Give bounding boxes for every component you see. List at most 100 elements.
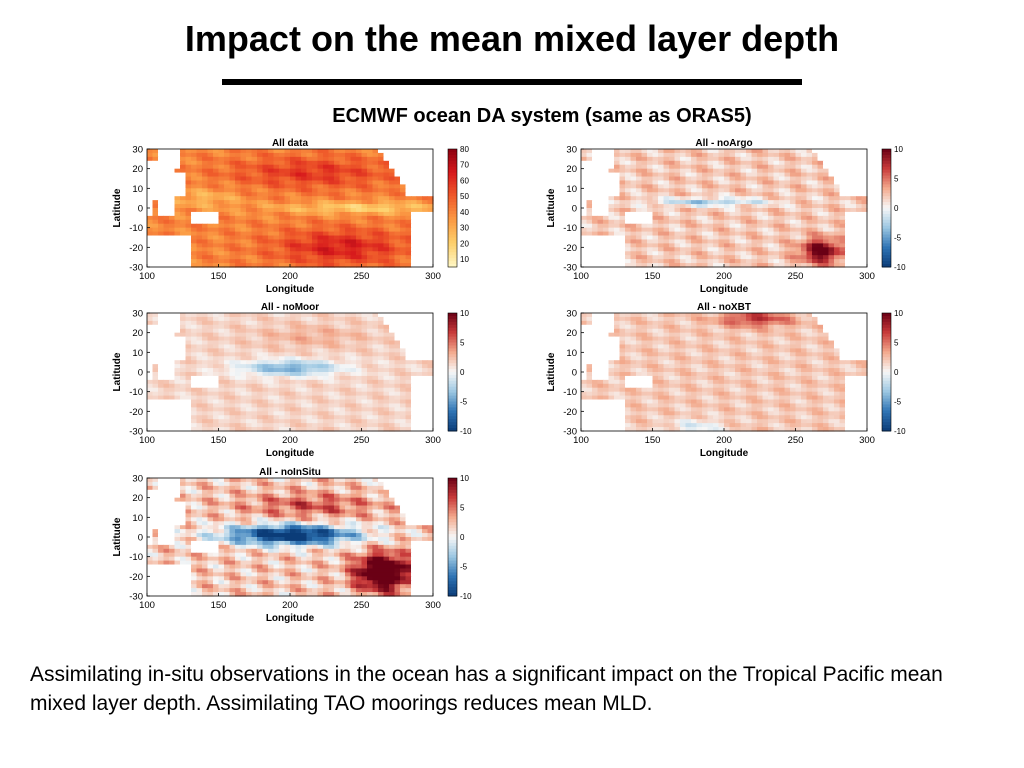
field-cell: [383, 344, 390, 349]
field-cell: [383, 387, 390, 393]
field-cell: [317, 313, 324, 318]
field-cell: [768, 215, 775, 221]
field-cell: [383, 263, 390, 268]
field-cell: [680, 172, 687, 178]
field-cell: [224, 172, 231, 178]
field-cell: [246, 313, 253, 318]
field-cell: [394, 387, 401, 393]
field-cell: [317, 164, 324, 170]
field-cell: [273, 407, 280, 412]
field-cell: [251, 344, 258, 349]
field-cell: [174, 219, 181, 225]
field-cell: [614, 231, 621, 237]
field-cell: [751, 168, 758, 174]
field-cell: [334, 208, 341, 213]
field-cell: [641, 223, 648, 229]
field-cell: [713, 215, 720, 221]
field-cell: [713, 255, 720, 260]
field-cell: [273, 403, 280, 408]
land-cell: [416, 340, 423, 346]
field-cell: [251, 375, 258, 381]
field-cell: [795, 223, 802, 229]
field-cell: [400, 247, 407, 252]
field-cell: [218, 152, 225, 158]
field-cell: [784, 184, 791, 189]
field-cells: [147, 313, 434, 432]
field-cell: [751, 235, 758, 241]
field-cell: [389, 399, 396, 405]
land-cell: [850, 247, 857, 252]
field-cell: [279, 372, 286, 377]
field-cell: [317, 243, 324, 248]
field-cell: [229, 227, 236, 233]
field-cell: [213, 324, 220, 330]
field-cell: [405, 364, 412, 369]
field-cell: [378, 200, 385, 205]
field-cell: [273, 332, 280, 338]
field-cell: [647, 235, 654, 241]
land-cell: [416, 419, 423, 424]
field-cell: [196, 172, 203, 178]
field-cell: [372, 239, 379, 244]
field-cell: [323, 164, 330, 170]
field-cell: [801, 180, 808, 185]
field-cell: [400, 227, 407, 233]
field-cell: [625, 251, 632, 256]
land-cell: [427, 379, 434, 385]
field-cell: [674, 176, 681, 182]
land-cell: [163, 192, 170, 197]
land-cell: [158, 211, 165, 217]
field-cell: [361, 184, 368, 189]
colorbar-step: [448, 169, 457, 174]
land-cell: [839, 176, 846, 182]
field-cell: [372, 395, 379, 401]
land-cell: [158, 320, 165, 326]
field-cell: [240, 192, 247, 197]
field-cell: [240, 223, 247, 229]
field-cell: [652, 156, 659, 162]
field-cell: [350, 219, 357, 225]
land-cell: [147, 184, 154, 189]
field-cell: [707, 235, 714, 241]
field-cell: [356, 415, 363, 420]
field-cell: [372, 419, 379, 424]
field-cell: [416, 208, 423, 213]
land-cell: [839, 164, 846, 170]
field-cell: [372, 208, 379, 213]
land-cell: [856, 184, 863, 189]
field-cell: [213, 364, 220, 369]
field-cell: [235, 411, 242, 416]
field-cell: [834, 211, 841, 217]
field-cell: [251, 184, 258, 189]
field-cell: [685, 176, 692, 182]
field-cell: [411, 368, 418, 373]
field-cell: [196, 231, 203, 237]
land-cell: [845, 164, 852, 170]
land-cell: [196, 211, 203, 217]
field-cell: [257, 231, 264, 237]
field-cell: [828, 235, 835, 241]
field-cell: [718, 251, 725, 256]
field-cell: [251, 180, 258, 185]
field-cell: [229, 336, 236, 342]
land-cell: [389, 149, 396, 154]
land-cell: [427, 419, 434, 424]
field-cell: [240, 427, 247, 432]
field-cell: [768, 152, 775, 158]
field-cell: [400, 215, 407, 221]
land-cell: [416, 160, 423, 166]
land-cell: [405, 320, 412, 326]
field-cell: [279, 160, 286, 166]
field-cell: [641, 164, 648, 170]
field-cell: [273, 360, 280, 365]
field-cell: [663, 255, 670, 260]
field-cell: [295, 375, 302, 381]
land-cell: [427, 395, 434, 401]
field-cell: [213, 204, 220, 209]
field-cell: [163, 227, 170, 233]
field-cell: [268, 255, 275, 260]
field-cell: [235, 332, 242, 338]
field-cell: [334, 356, 341, 361]
land-cell: [592, 176, 599, 182]
field-cell: [279, 263, 286, 268]
